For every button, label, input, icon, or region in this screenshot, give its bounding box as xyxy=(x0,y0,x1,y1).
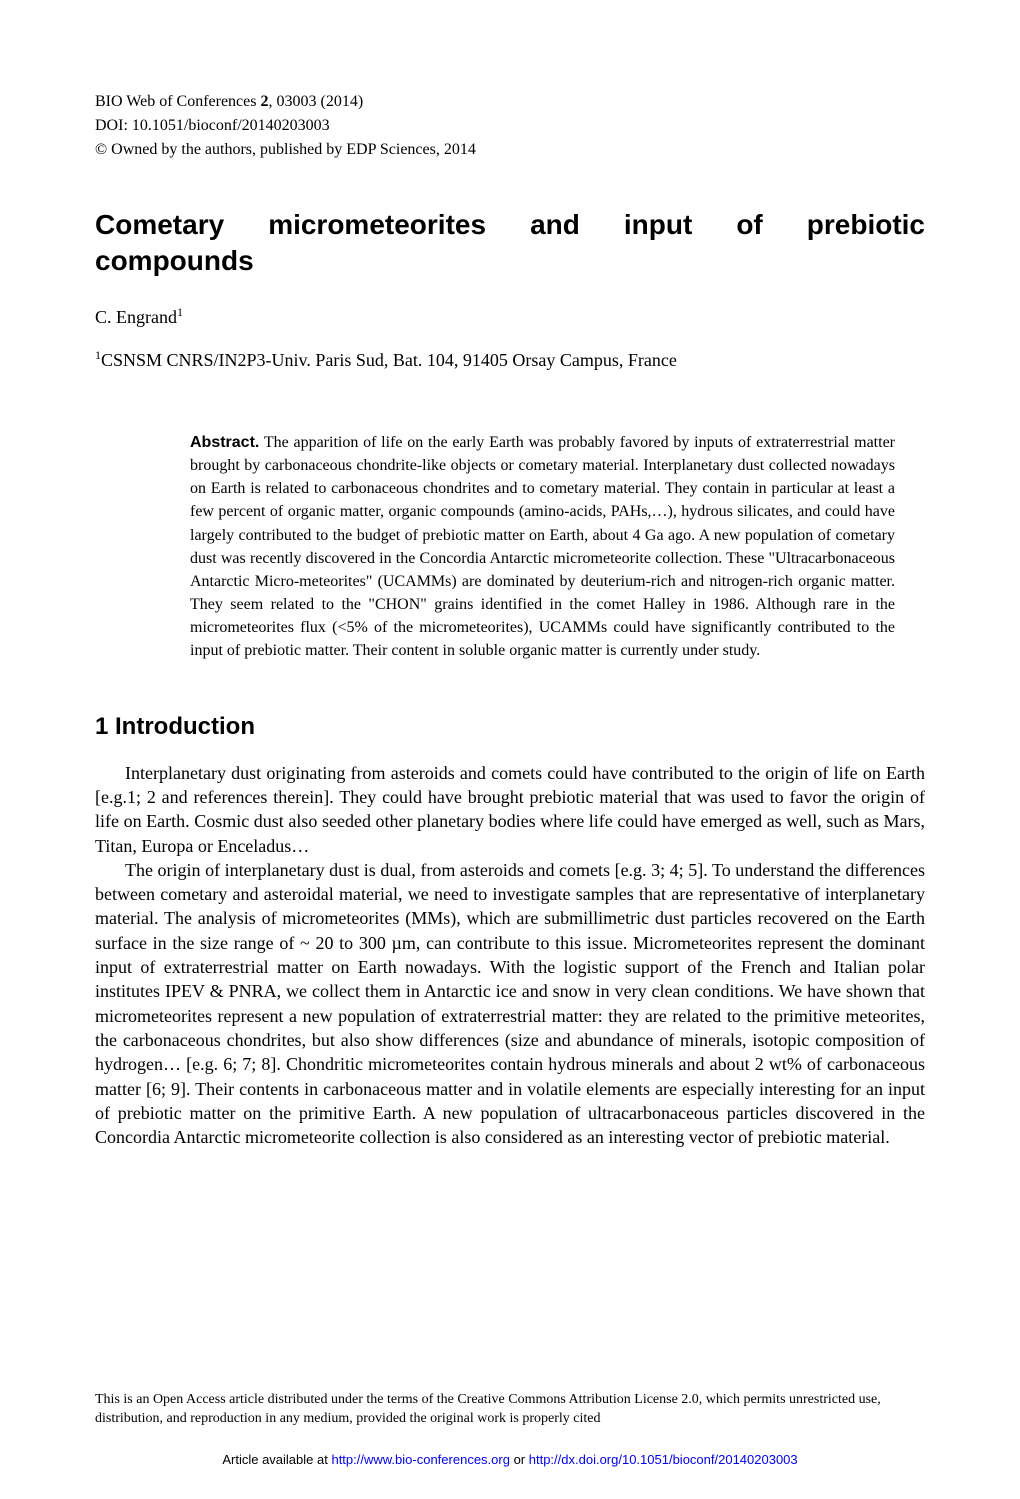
section-1-body: Interplanetary dust originating from ast… xyxy=(95,761,925,1150)
journal-name: BIO Web of Conferences xyxy=(95,93,256,110)
title-word: of xyxy=(736,207,762,243)
journal-citation: BIO Web of Conferences 2, 03003 (2014) xyxy=(95,90,925,114)
copyright: © Owned by the authors, published by EDP… xyxy=(95,138,925,162)
journal-article-num: , 03003 (2014) xyxy=(268,93,363,110)
abstract-text: The apparition of life on the early Eart… xyxy=(190,434,895,660)
abstract: Abstract. The apparition of life on the … xyxy=(190,431,895,663)
license-footer: This is an Open Access article distribut… xyxy=(95,1390,925,1429)
author-block: C. Engrand1 xyxy=(95,305,925,328)
article-url-2[interactable]: http://dx.doi.org/10.1051/bioconf/201402… xyxy=(529,1452,798,1467)
affiliation-text: CSNSM CNRS/IN2P3-Univ. Paris Sud, Bat. 1… xyxy=(101,350,677,370)
affiliation-block: 1CSNSM CNRS/IN2P3-Univ. Paris Sud, Bat. … xyxy=(95,348,925,371)
para-1: Interplanetary dust originating from ast… xyxy=(95,761,925,858)
para-2: The origin of interplanetary dust is dua… xyxy=(95,858,925,1150)
author-name: C. Engrand xyxy=(95,307,177,327)
title-word: micrometeorites xyxy=(268,207,486,243)
title-word: input xyxy=(624,207,692,243)
or-text: or xyxy=(510,1452,529,1467)
title-line2: compounds xyxy=(95,243,925,279)
article-title: Cometary micrometeorites and input of pr… xyxy=(95,207,925,280)
article-url-1[interactable]: http://www.bio-conferences.org xyxy=(331,1452,509,1467)
article-prefix: Article available at xyxy=(222,1452,331,1467)
section-1-heading: 1 Introduction xyxy=(95,713,925,741)
doi: DOI: 10.1051/bioconf/20140203003 xyxy=(95,114,925,138)
author-sup: 1 xyxy=(177,305,183,319)
journal-info: BIO Web of Conferences 2, 03003 (2014) D… xyxy=(95,90,925,162)
abstract-label: Abstract. xyxy=(190,434,259,451)
title-word: and xyxy=(530,207,580,243)
article-availability: Article available at http://www.bio-conf… xyxy=(0,1452,1020,1467)
title-word: Cometary xyxy=(95,207,224,243)
title-word: prebiotic xyxy=(807,207,925,243)
